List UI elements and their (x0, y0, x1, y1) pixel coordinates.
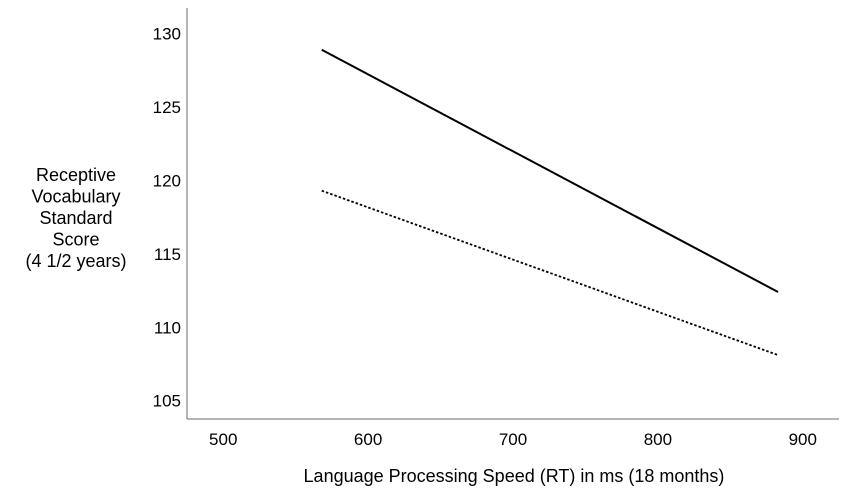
y-axis-title-line: (4 1/2 years) (25, 251, 126, 271)
y-tick-label: 105 (153, 392, 181, 411)
y-axis-title-line: Receptive (36, 165, 116, 185)
x-tick-label: 700 (499, 430, 527, 449)
x-tick-label: 600 (354, 430, 382, 449)
x-tick-label: 800 (644, 430, 672, 449)
y-tick-label: 115 (154, 245, 181, 264)
series-line-solid (321, 48, 779, 293)
x-tick-labels: 500 600 700 800 900 (209, 430, 817, 449)
x-axis-title: Language Processing Speed (RT) in ms (18… (304, 466, 725, 486)
y-axis-title-line: Standard (39, 208, 112, 228)
y-tick-label: 125 (153, 98, 181, 117)
y-tick-labels: 105 110 115 120 125 130 (153, 25, 181, 411)
x-tick-label: 900 (789, 430, 817, 449)
y-tick-label: 120 (153, 171, 181, 190)
y-tick-label: 110 (154, 318, 181, 337)
series-lines (321, 48, 779, 356)
y-axis-title-line: Vocabulary (31, 187, 120, 207)
y-axis-title-line: Score (52, 230, 99, 250)
y-tick-label: 130 (153, 25, 181, 44)
axes (186, 8, 839, 420)
x-tick-label: 500 (209, 430, 237, 449)
series-line-dotted (321, 189, 779, 356)
y-axis-title: Receptive Vocabulary Standard Score (4 1/2 y… (25, 165, 126, 271)
